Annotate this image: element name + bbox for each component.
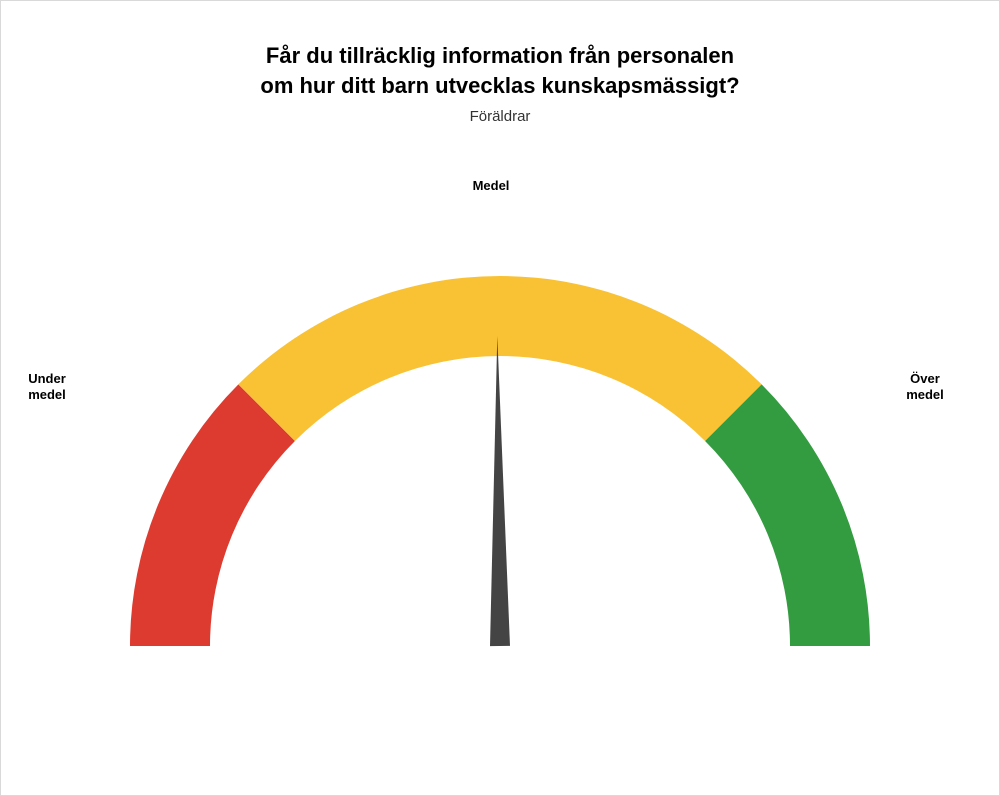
gauge-label-over-medel: Över medel [895,371,955,404]
gauge-label-medel: Medel [461,178,521,194]
gauge-segment [130,384,295,646]
gauge-svg [70,166,930,686]
chart-title: Får du tillräcklig information från pers… [1,41,999,100]
titles-block: Får du tillräcklig information från pers… [1,41,999,125]
gauge-needle [490,336,510,646]
chart-frame: Får du tillräcklig information från pers… [0,0,1000,796]
chart-subtitle: Föräldrar [1,108,999,125]
gauge-label-under-medel: Under medel [17,371,77,404]
gauge-segment [705,384,870,646]
gauge-chart [70,166,930,691]
